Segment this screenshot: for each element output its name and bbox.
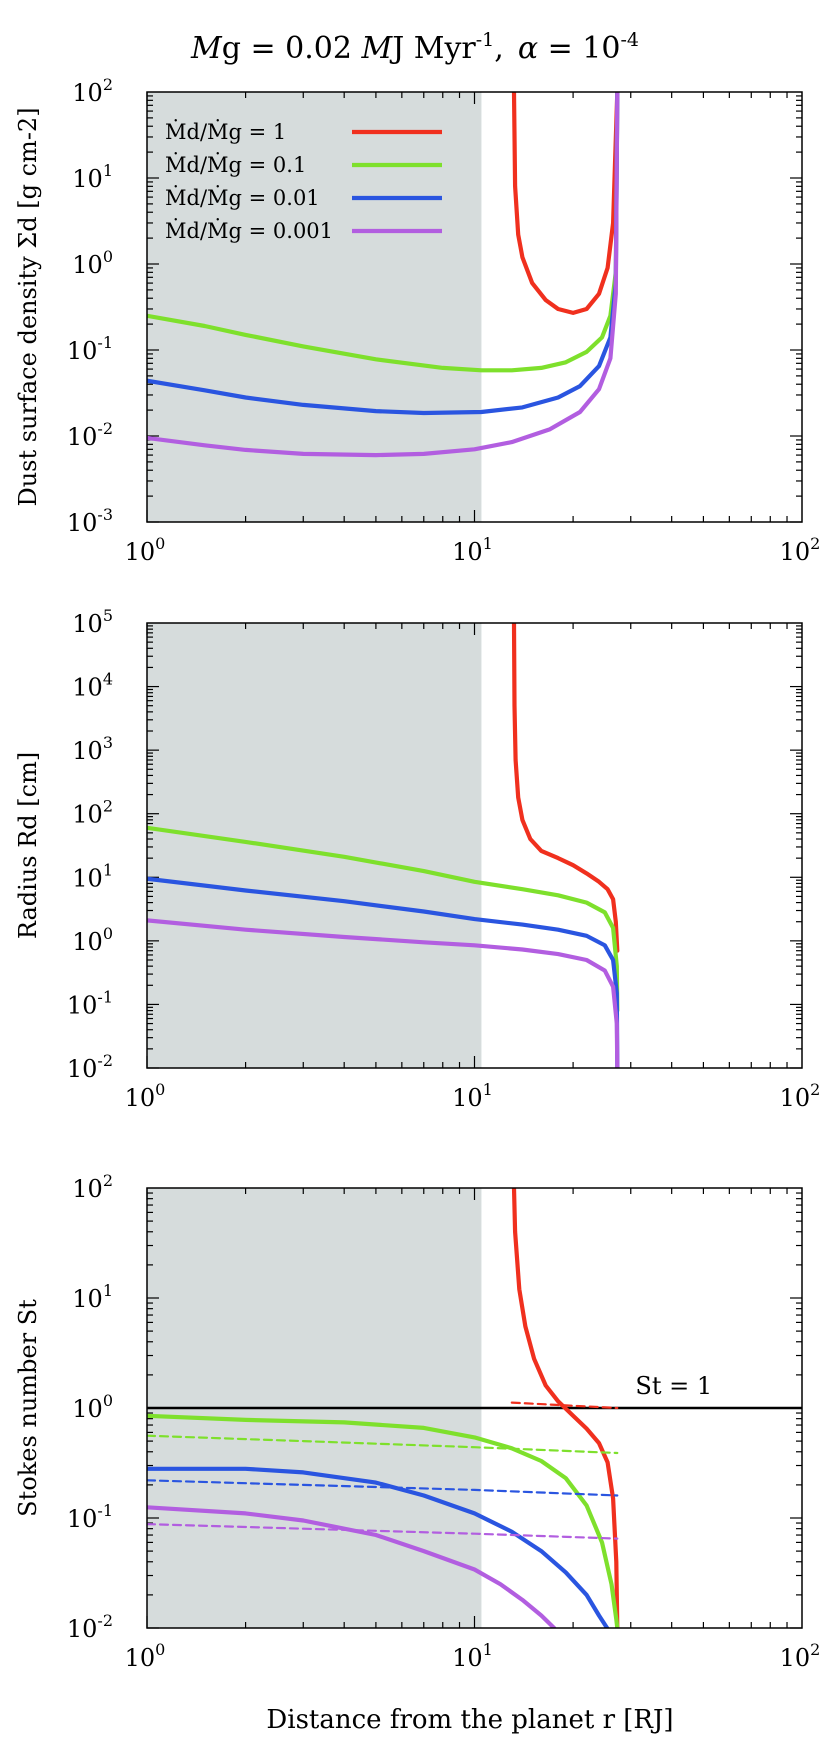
x-axis-label: Distance from the planet r [RJ] — [266, 1705, 673, 1735]
series-line--d-g-1 — [511, 623, 620, 953]
y-tick-label: 10-1 — [67, 1501, 113, 1533]
y-tick-label: 10-2 — [67, 419, 113, 451]
figure-title: Mg = 0.02 MJ Myr-1, α = 10-4 — [190, 29, 639, 66]
y-tick-label: 102 — [72, 1171, 113, 1203]
y-tick-label: 100 — [72, 924, 113, 956]
legend: Ṁd/Ṁg = 1 Ṁd/Ṁg = 0.1 Ṁd/Ṁg = 0.01 Ṁd/Ṁg = … — [165, 120, 442, 243]
y-tick-label: 101 — [72, 1281, 113, 1313]
plot-frame — [146, 1187, 803, 1629]
x-tick-label: 101 — [452, 534, 493, 566]
x-tick-label: 101 — [452, 1080, 493, 1112]
x-tick-label: 102 — [780, 1640, 821, 1672]
legend-label: Ṁd/Ṁg = 0.01 — [165, 186, 320, 210]
y-axis-label: Dust surface density Σd [g cm-2] — [14, 107, 42, 506]
series-line--d-g-0.001-dashed- — [147, 1522, 619, 1540]
series-line--d-g-0.001 — [147, 918, 620, 1068]
y-tick-label: 102 — [72, 797, 113, 829]
y-tick-label: 101 — [72, 161, 113, 193]
x-tick-label: 101 — [452, 1640, 493, 1672]
chart-panel-2: 100 101 102 10-2 10-1 100 101 102 103 104 105 Radiu… — [14, 606, 820, 1112]
series-line--d-g-1-dashed- — [510, 1401, 619, 1410]
plot-frame — [146, 91, 803, 523]
st-1-annotation: St = 1 — [635, 1372, 712, 1400]
series-group — [147, 1188, 620, 1628]
legend-label: Ṁd/Ṁg = 1 — [165, 120, 286, 144]
y-tick-label: 102 — [72, 75, 113, 107]
y-tick-label: 104 — [72, 670, 113, 702]
x-tick-label: 100 — [125, 1080, 166, 1112]
x-tick-label: 100 — [125, 534, 166, 566]
y-tick-label: 10-2 — [67, 1611, 113, 1643]
axis-ticks — [146, 92, 802, 523]
chart-panel-3: 100 101 102 10-2 10-1 100 101 102 Stokes number … — [14, 1171, 820, 1672]
series-line--d-g-0.001 — [147, 92, 620, 458]
y-tick-label: 101 — [72, 860, 113, 892]
series-line--d-g-0.001 — [147, 1505, 557, 1628]
series-line--d-g-0.1 — [147, 1413, 620, 1628]
x-tick-label: 100 — [125, 1640, 166, 1672]
series-line--d-g-0.1 — [147, 92, 620, 373]
y-axis-label: Radius Rd [cm] — [14, 752, 42, 939]
series-group — [147, 92, 620, 458]
y-axis-label: Stokes number St — [14, 1299, 42, 1517]
y-tick-label: 100 — [72, 1391, 113, 1423]
series-line--d-g-0.1 — [147, 825, 620, 1013]
series-line--d-g-0.01 — [147, 1466, 610, 1628]
series-line--d-g-0.01 — [147, 876, 620, 1068]
series-group — [147, 623, 620, 1068]
y-tick-label: 10-3 — [67, 505, 113, 537]
series-line--d-g-0.1-dashed- — [147, 1434, 619, 1455]
legend-label: Ṁd/Ṁg = 0.1 — [165, 153, 306, 177]
series-line--d-g-1 — [511, 1188, 620, 1628]
x-tick-label: 102 — [780, 534, 821, 566]
legend-label: Ṁd/Ṁg = 0.001 — [165, 219, 333, 243]
series-line--d-g-1 — [511, 92, 620, 315]
chart-panel-1: 100 101 102 10-3 10-2 10-1 100 101 102 Dust surfa… — [14, 75, 820, 566]
y-tick-label: 100 — [72, 247, 113, 279]
series-line--d-g-0.01 — [147, 92, 620, 416]
y-tick-label: 10-2 — [67, 1051, 113, 1083]
x-tick-label: 102 — [780, 1080, 821, 1112]
y-tick-label: 103 — [72, 733, 113, 765]
plot-frame — [146, 622, 803, 1069]
y-tick-label: 105 — [72, 606, 113, 638]
y-tick-label: 10-1 — [67, 987, 113, 1019]
shaded-region — [147, 623, 482, 1068]
series-line--d-g-0.01-dashed- — [147, 1479, 619, 1497]
y-tick-label: 10-1 — [67, 333, 113, 365]
